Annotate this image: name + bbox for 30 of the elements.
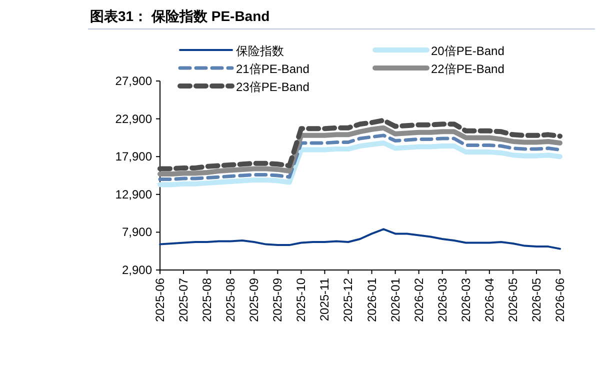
x-tick-label: 2026-03 <box>458 278 473 322</box>
x-tick-label: 2026-01 <box>388 278 402 322</box>
x-tick-label: 2026-05 <box>529 278 544 322</box>
x-tick-label: 2026-01 <box>364 278 379 322</box>
x-tick-label: 2025-06 <box>153 278 167 322</box>
x-tick-label: 2025-12 <box>341 278 356 322</box>
legend-label: 23倍PE-Band <box>236 80 310 94</box>
x-tick-label: 2026-05 <box>506 278 520 322</box>
legend-label: 22倍PE-Band <box>431 62 504 76</box>
x-tick-label: 2025-09 <box>270 278 285 322</box>
y-tick-label: 12,900 <box>115 187 152 202</box>
x-tick-label: 2026-04 <box>482 278 496 322</box>
x-tick-label: 2025-11 <box>318 278 332 322</box>
x-tick-label: 2026-03 <box>435 278 450 322</box>
chart-title: 图表31： 保险指数 PE-Band <box>90 8 270 24</box>
legend-label: 保险指数 <box>236 44 284 58</box>
x-tick-label: 2025-10 <box>294 278 308 322</box>
y-tick-label: 27,900 <box>115 74 152 88</box>
x-tick-label: 2025-09 <box>247 278 262 322</box>
legend-label: 21倍PE-Band <box>236 62 310 76</box>
x-tick-label: 2025-08 <box>200 278 214 322</box>
y-tick-label: 2,900 <box>122 263 152 277</box>
x-tick-label: 2025-08 <box>224 278 238 322</box>
y-tick-label: 7,900 <box>122 225 152 240</box>
x-tick-label: 2026-06 <box>553 278 567 322</box>
x-tick-label: 2026-02 <box>412 278 426 322</box>
legend-label: 20倍PE-Band <box>431 44 504 58</box>
y-tick-label: 22,900 <box>115 112 152 126</box>
x-tick-label: 2025-07 <box>176 278 191 322</box>
y-tick-label: 17,900 <box>115 150 152 164</box>
